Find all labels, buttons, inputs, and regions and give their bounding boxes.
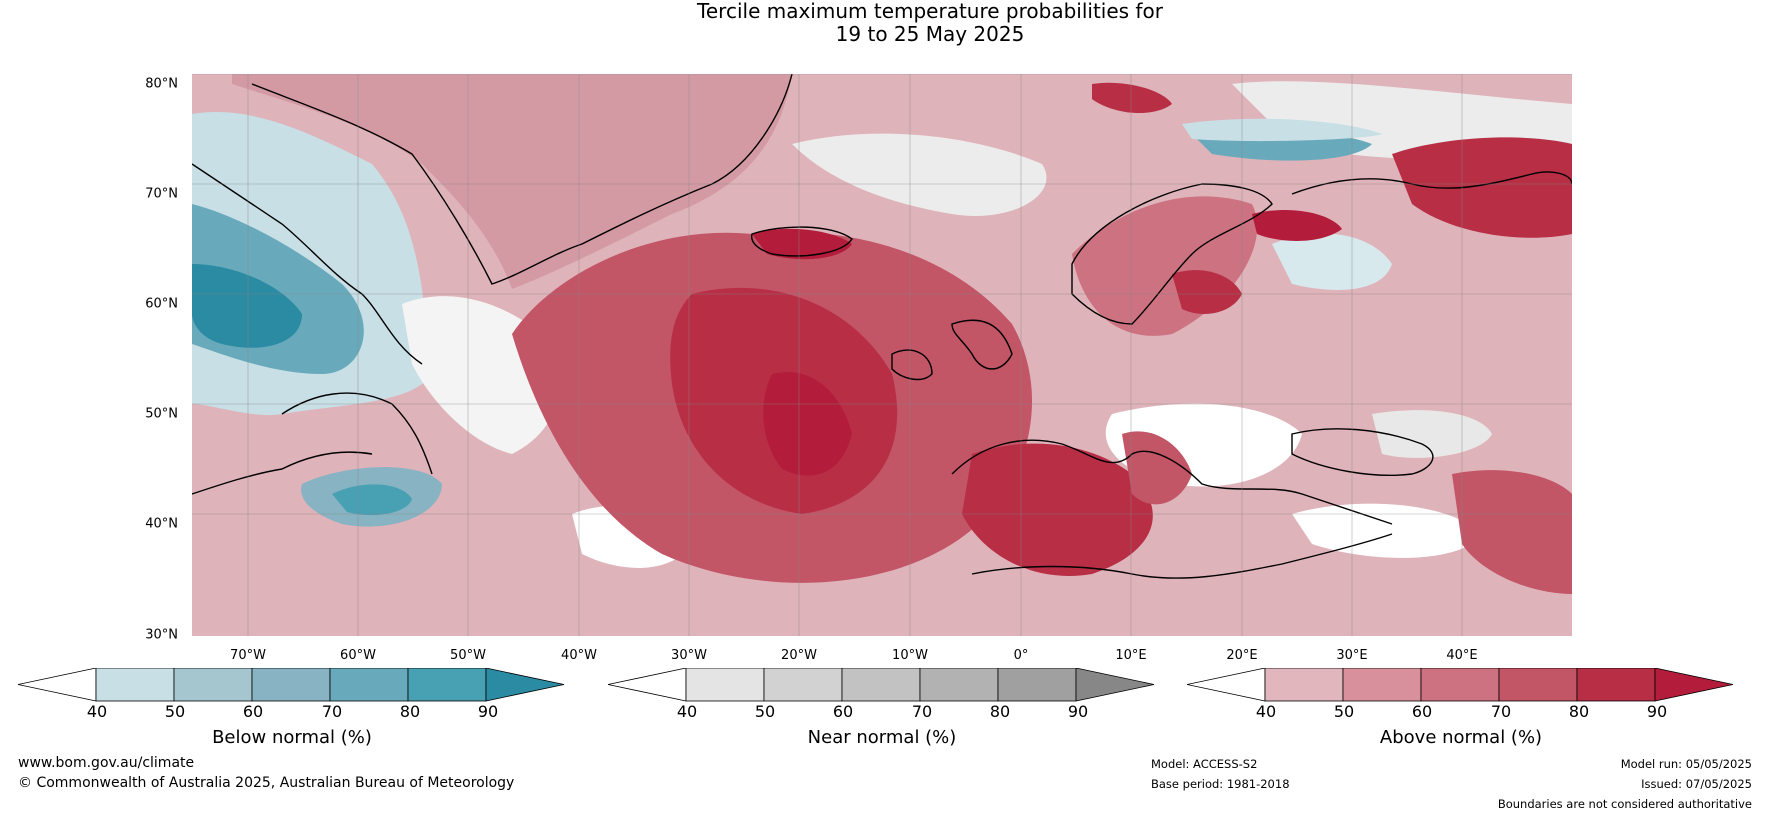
lon-label-60w: 60°W <box>340 648 376 663</box>
colorbar-segment <box>173 668 253 702</box>
lon-label-40w: 40°W <box>561 648 597 663</box>
colorbar-above-normal-label: Above normal (%) <box>1379 727 1543 748</box>
colorbar-segment <box>251 668 331 702</box>
colorbar-extend-low <box>608 668 687 702</box>
near-tick-90: 90 <box>1067 702 1089 721</box>
above-tick-90: 90 <box>1646 702 1668 721</box>
colorbar-segment <box>407 668 487 702</box>
lon-label-40e: 40°E <box>1446 648 1478 663</box>
near-tick-80: 80 <box>989 702 1011 721</box>
colorbar-below-normal-segments <box>18 668 565 702</box>
below-tick-60: 60 <box>242 702 264 721</box>
colorbar-segment <box>95 668 175 702</box>
colorbar-segment <box>841 668 921 702</box>
title-line-1: Tercile maximum temperature probabilitie… <box>697 0 1163 23</box>
lat-label-60n: 60°N <box>145 296 178 312</box>
colorbar-segment <box>1576 668 1656 702</box>
footer-model: Model: ACCESS-S2 <box>1151 757 1258 771</box>
lon-label-10e: 10°E <box>1115 648 1147 663</box>
colorbar-below-normal-label: Below normal (%) <box>212 727 372 748</box>
footer-copyright: © Commonwealth of Australia 2025, Austra… <box>18 775 515 791</box>
lat-label-40n: 40°N <box>145 516 178 532</box>
lat-label-30n: 30°N <box>145 627 178 643</box>
colorbar-segment <box>1264 668 1344 702</box>
lon-label-0: 0° <box>1013 648 1029 663</box>
colorbar-extend-high <box>485 668 565 702</box>
footer-base-period: Base period: 1981-2018 <box>1151 777 1290 791</box>
footer-disclaimer: Boundaries are not considered authoritat… <box>1497 797 1752 811</box>
near-tick-50: 50 <box>754 702 776 721</box>
below-tick-50: 50 <box>164 702 186 721</box>
lon-label-30e: 30°E <box>1336 648 1368 663</box>
near-tick-70: 70 <box>911 702 933 721</box>
lon-label-50w: 50°W <box>450 648 486 663</box>
colorbar-segment <box>685 668 765 702</box>
colorbar-extend-low <box>1187 668 1266 702</box>
colorbar-near-normal-segments <box>608 668 1155 702</box>
above-normal-mediterranean <box>962 443 1153 576</box>
chart-title: Tercile maximum temperature probabilitie… <box>0 0 1770 46</box>
colorbar-segment <box>1498 668 1578 702</box>
above-tick-60: 60 <box>1411 702 1433 721</box>
coastlines <box>192 74 1572 579</box>
lon-label-70w: 70°W <box>230 648 266 663</box>
above-normal-russia-north <box>1392 137 1572 238</box>
colorbar-near-normal <box>608 668 1155 702</box>
above-normal-baltic <box>1172 270 1242 314</box>
below-tick-80: 80 <box>399 702 421 721</box>
lon-label-20e: 20°E <box>1226 648 1258 663</box>
above-normal-italy <box>1122 431 1192 505</box>
footer-issued: Issued: 07/05/2025 <box>1641 777 1752 791</box>
iceland-area <box>752 228 852 260</box>
footer-url: www.bom.gov.au/climate <box>18 755 195 771</box>
lat-label-80n: 80°N <box>145 76 178 92</box>
near-normal-patch-7 <box>1292 503 1482 558</box>
colorbar-segment <box>763 668 843 702</box>
below-normal-area-labrador-deep <box>192 264 302 348</box>
colorbar-extend-high <box>1654 668 1734 702</box>
near-tick-60: 60 <box>832 702 854 721</box>
near-normal-patch-3 <box>792 133 1047 216</box>
below-tick-40: 40 <box>86 702 108 721</box>
colorbar-segment <box>1342 668 1422 702</box>
lon-label-20w: 20°W <box>781 648 817 663</box>
lat-label-50n: 50°N <box>145 406 178 422</box>
above-tick-70: 70 <box>1490 702 1512 721</box>
colorbar-below-normal <box>18 668 565 702</box>
above-normal-atlantic-deep <box>763 372 852 476</box>
above-tick-50: 50 <box>1333 702 1355 721</box>
below-tick-90: 90 <box>477 702 499 721</box>
below-normal-area-gulf-core <box>332 484 412 516</box>
colorbar-above-normal-segments <box>1187 668 1734 702</box>
gridlines <box>192 74 1572 636</box>
colorbar-segment <box>997 668 1077 702</box>
below-normal-barents-edge <box>1182 118 1382 142</box>
colorbar-above-normal <box>1187 668 1734 702</box>
lon-label-10w: 10°W <box>892 648 928 663</box>
above-normal-middle-east <box>1452 470 1572 594</box>
above-tick-80: 80 <box>1568 702 1590 721</box>
forecast-map <box>192 74 1572 636</box>
colorbar-segment <box>919 668 999 702</box>
above-tick-40: 40 <box>1255 702 1277 721</box>
colorbar-segment <box>329 668 409 702</box>
lat-label-70n: 70°N <box>145 186 178 202</box>
above-normal-svalbard <box>1092 82 1172 114</box>
lon-label-30w: 30°W <box>671 648 707 663</box>
colorbar-extend-low <box>18 668 97 702</box>
colorbar-near-normal-label: Near normal (%) <box>807 727 957 748</box>
title-line-2: 19 to 25 May 2025 <box>835 22 1025 46</box>
below-tick-70: 70 <box>321 702 343 721</box>
colorbar-extend-high <box>1075 668 1155 702</box>
above-normal-kola <box>1252 209 1342 241</box>
footer-model-run: Model run: 05/05/2025 <box>1620 757 1752 771</box>
near-tick-40: 40 <box>676 702 698 721</box>
near-normal-patch-9 <box>1272 233 1392 290</box>
colorbar-segment <box>1420 668 1500 702</box>
greenland-area <box>232 74 792 289</box>
